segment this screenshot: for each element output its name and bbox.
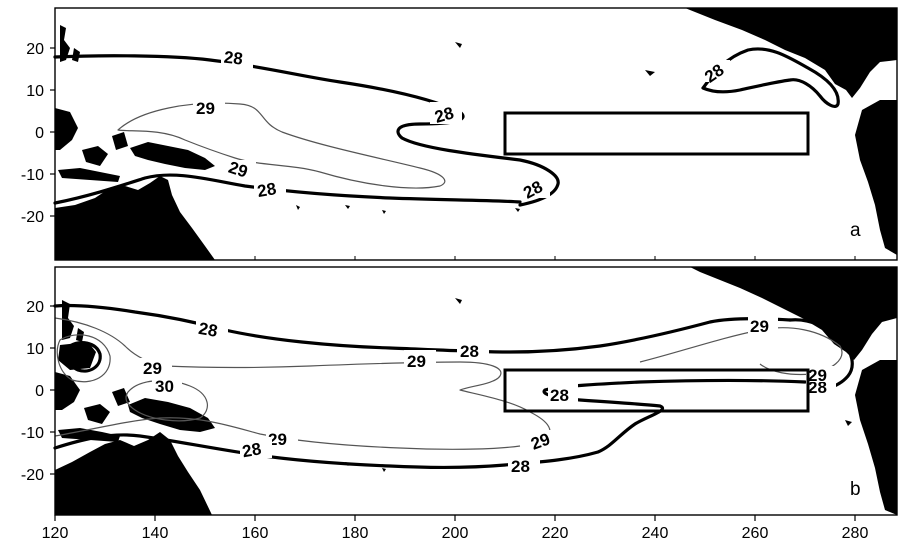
panel-a-land-indonesia [55, 108, 128, 182]
x-tick-label: 200 [442, 525, 469, 542]
panel-a-land-philippines [60, 25, 80, 62]
y-tick-label: -10 [21, 425, 44, 442]
panel-a-label-29: 29 [196, 99, 215, 118]
panel-b-letter: b [850, 479, 861, 500]
panel-a-label-28: 28 [256, 179, 278, 201]
panel-b-isotherm-28-loop [66, 341, 102, 373]
y-tick-label: 20 [26, 41, 44, 58]
y-tick-label: 10 [26, 83, 44, 100]
x-tick-label: 220 [542, 525, 569, 542]
panel-b-land-australia [55, 432, 212, 515]
panel-a-land-australia [55, 176, 215, 260]
panel-a-region-box [503, 111, 810, 156]
panel-b-land-south-america [855, 360, 897, 515]
x-tick-label: 140 [142, 525, 169, 542]
panel-b-y-tick-labels: 20 10 0 -10 -20 [21, 299, 44, 484]
panel-a-yticks [50, 47, 55, 217]
panel-b-land-new-guinea [128, 398, 215, 432]
panel-b-label-29: 29 [143, 359, 162, 378]
y-tick-label: 0 [35, 383, 44, 400]
panel-a-y-tick-labels: 20 10 0 -10 -20 [21, 41, 44, 226]
panel-b: 28 29 28 30 29 28 29 28 28 29 28 29 29 [50, 266, 898, 516]
panel-b-land-north-america [690, 267, 897, 360]
panel-b-region-box [503, 368, 810, 413]
panel-a-isotherm-29 [117, 102, 446, 189]
x-axis-tick-labels: 120 140 160 180 200 220 240 260 280 [42, 525, 869, 542]
panel-b-label-29: 29 [268, 430, 287, 449]
panel-a-frame [54, 7, 898, 261]
panel-a: 28 29 28 29 28 28 28 a [50, 7, 898, 261]
panel-b-isotherm-29-loop [56, 334, 111, 383]
y-tick-label: 20 [26, 299, 44, 316]
panel-b-label-29: 29 [808, 366, 827, 385]
panel-a-label-28: 28 [433, 103, 456, 126]
panel-a-contour-labels: 28 29 28 29 28 28 28 [193, 46, 730, 203]
panel-b-isotherm-28-north [53, 303, 792, 354]
panel-b-label-30: 30 [155, 377, 174, 396]
panel-a-bottom-ticks [154, 256, 856, 260]
panel-b-label-28: 28 [511, 457, 530, 476]
y-tick-label: 10 [26, 341, 44, 358]
panel-b-isotherm-29-south [54, 417, 521, 450]
panel-a-land-islands [296, 42, 655, 214]
x-tick-label: 180 [342, 525, 369, 542]
panel-b-land [55, 267, 897, 515]
x-tick-label: 260 [742, 525, 769, 542]
panel-b-land-indonesia [55, 372, 130, 442]
panel-a-letter: a [850, 220, 861, 241]
panel-b-label-28: 28 [808, 378, 827, 397]
panel-b-contour-labels: 28 29 28 30 29 28 29 28 28 29 28 29 29 [140, 316, 836, 476]
x-tick-label: 120 [42, 525, 69, 542]
panel-a-land-south-america [855, 100, 897, 255]
panel-b-label-29: 29 [750, 317, 769, 336]
panel-a-land-north-america [685, 8, 897, 98]
panel-b-label-29: 29 [407, 352, 426, 371]
panel-a-land [55, 8, 897, 260]
y-tick-label: 0 [35, 125, 44, 142]
panel-b-label-28: 28 [460, 342, 479, 361]
panel-b-label-28: 28 [241, 439, 263, 461]
panel-b-yticks [50, 305, 55, 475]
panel-a-land-new-guinea [130, 142, 215, 170]
panel-b-frame [54, 266, 898, 516]
x-tick-label: 160 [242, 525, 269, 542]
y-tick-label: -20 [21, 467, 44, 484]
panel-b-isotherm-29-americas [639, 327, 843, 376]
x-tick-label: 280 [842, 525, 869, 542]
panel-a-label-28: 28 [223, 48, 244, 69]
y-tick-label: -10 [21, 167, 44, 184]
y-tick-label: -20 [21, 209, 44, 226]
panel-b-label-28: 28 [550, 386, 569, 405]
panel-a-label-29: 29 [226, 158, 250, 182]
panel-a-isotherm-28-americas [701, 47, 840, 109]
x-axis-ticks [54, 515, 856, 521]
x-tick-label: 240 [642, 525, 669, 542]
panel-b-label-28: 28 [197, 319, 219, 341]
